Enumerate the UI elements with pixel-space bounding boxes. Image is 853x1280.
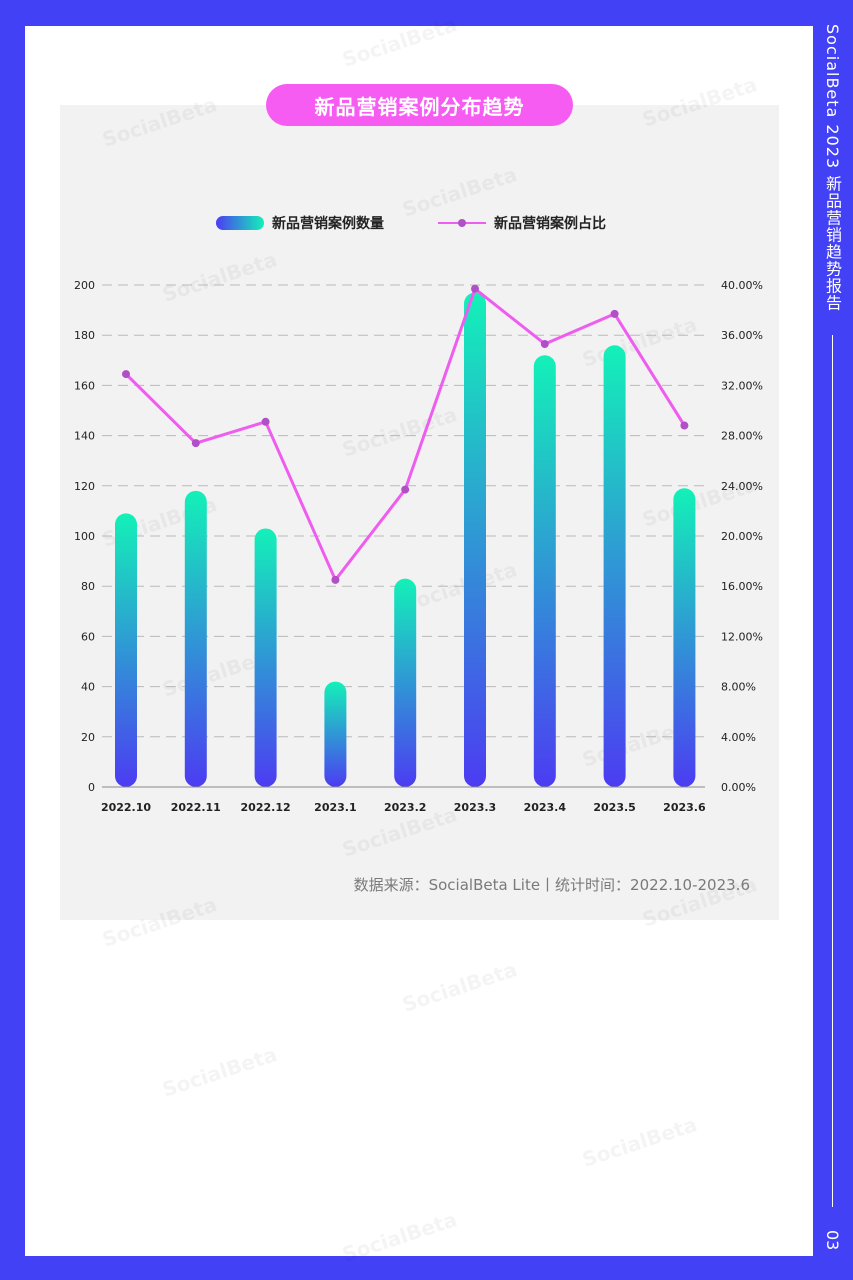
bar bbox=[673, 488, 696, 787]
bar bbox=[394, 578, 417, 787]
x-tick-label: 2023.3 bbox=[454, 801, 496, 814]
legend-item-line: 新品营销案例占比 bbox=[438, 211, 606, 235]
legend-label-bar: 新品营销案例数量 bbox=[272, 216, 384, 232]
bar bbox=[603, 345, 626, 787]
bar bbox=[324, 681, 347, 787]
y-left-tick-label: 40 bbox=[81, 681, 95, 694]
x-tick-label: 2023.4 bbox=[524, 801, 567, 814]
y-right-tick-label: 16.00% bbox=[721, 580, 763, 593]
bar bbox=[464, 292, 486, 787]
y-left-tick-label: 20 bbox=[81, 731, 95, 744]
chart-title: 新品营销案例分布趋势 bbox=[266, 84, 573, 126]
y-left-tick-label: 0 bbox=[88, 781, 95, 794]
y-right-tick-label: 12.00% bbox=[721, 630, 763, 643]
y-left-tick-label: 200 bbox=[74, 279, 95, 292]
line-point bbox=[540, 339, 549, 348]
bar-series bbox=[115, 292, 696, 787]
y-right-tick-label: 40.00% bbox=[721, 279, 763, 292]
bar bbox=[115, 513, 137, 787]
line-point bbox=[401, 485, 410, 494]
line-point bbox=[191, 439, 200, 448]
line-point bbox=[471, 284, 479, 293]
line-point bbox=[122, 370, 130, 379]
chart-panel bbox=[60, 105, 779, 920]
line-series bbox=[122, 284, 689, 584]
y-left-tick-label: 80 bbox=[81, 580, 95, 593]
line-point bbox=[680, 421, 689, 430]
bar bbox=[184, 490, 207, 787]
y-left-tick-label: 120 bbox=[74, 480, 95, 493]
legend-item-bar: 新品营销案例数量 bbox=[216, 211, 384, 235]
line-point bbox=[261, 417, 270, 426]
y-right-tick-label: 0.00% bbox=[721, 781, 756, 794]
y-right-tick-label: 32.00% bbox=[721, 379, 763, 392]
legend-bar-swatch bbox=[216, 216, 264, 230]
x-tick-label: 2023.1 bbox=[314, 801, 356, 814]
x-tick-label: 2022.12 bbox=[241, 801, 291, 814]
data-source-note: 数据来源：SocialBeta Lite丨统计时间：2022.10-2023.6 bbox=[353, 876, 750, 894]
y-left-tick-label: 100 bbox=[74, 530, 95, 543]
x-tick-label: 2023.6 bbox=[663, 801, 706, 814]
y-right-tick-label: 28.00% bbox=[721, 430, 763, 443]
y-right-tick-label: 36.00% bbox=[721, 329, 763, 342]
y-right-tick-label: 8.00% bbox=[721, 681, 756, 694]
side-divider bbox=[832, 335, 833, 1207]
axes: 0 20 40 60 80 100 120 140 160 180 200 0.00% 4.00% 8.0… bbox=[74, 279, 763, 814]
x-tick-label: 2022.10 bbox=[101, 801, 151, 814]
bar bbox=[254, 528, 277, 787]
combo-chart: 0 20 40 60 80 100 120 140 160 180 200 0.00% 4.00% 8.0… bbox=[74, 279, 763, 814]
y-right-tick-label: 20.00% bbox=[721, 530, 763, 543]
x-tick-label: 2022.11 bbox=[171, 801, 221, 814]
page-number: 03 bbox=[823, 1230, 842, 1251]
y-left-tick-label: 160 bbox=[74, 379, 95, 392]
legend-label-line: 新品营销案例占比 bbox=[494, 216, 606, 232]
x-tick-label: 2023.2 bbox=[384, 801, 426, 814]
report-side-title: SocialBeta 2023 新品营销趋势报告 bbox=[823, 24, 842, 312]
x-tick-label: 2023.5 bbox=[593, 801, 635, 814]
y-right-tick-label: 4.00% bbox=[721, 731, 756, 744]
line-point bbox=[331, 575, 340, 584]
y-left-tick-label: 180 bbox=[74, 329, 95, 342]
legend-line-swatch bbox=[438, 216, 486, 230]
y-right-tick-label: 24.00% bbox=[721, 480, 763, 493]
line-point bbox=[610, 309, 619, 318]
y-left-tick-label: 140 bbox=[74, 430, 95, 443]
y-left-tick-label: 60 bbox=[81, 630, 95, 643]
bar bbox=[533, 355, 556, 787]
